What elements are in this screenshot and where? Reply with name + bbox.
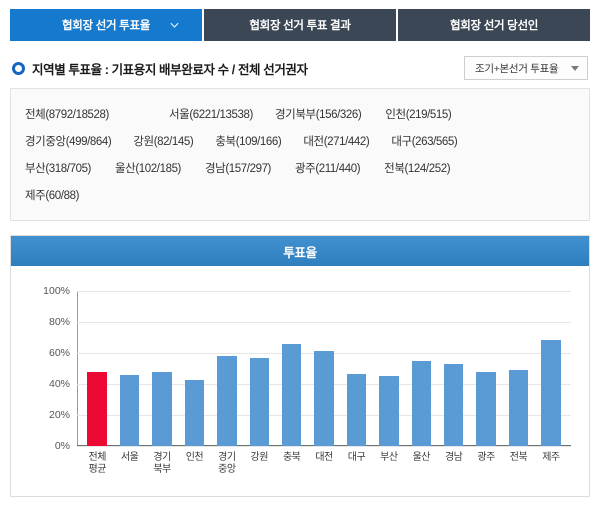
bar[interactable] (152, 371, 172, 446)
x-axis-label: 강원 (250, 452, 269, 463)
section-header: 지역별 투표율 : 기표용지 배부완료자 수 / 전체 선거권자 조기+본선거 … (0, 48, 600, 82)
bar-slot: 대구 (340, 291, 372, 463)
bar[interactable] (541, 340, 561, 446)
region-item-gyeonggi-central[interactable]: 경기중앙(499/864) (25, 135, 112, 148)
x-axis-label: 경기 북부 (153, 452, 171, 475)
x-axis-label: 충북 (282, 452, 301, 463)
tab-elected-label: 협회장 선거 당선인 (449, 20, 539, 32)
x-axis-label: 경기 중앙 (218, 452, 236, 475)
tab-vote-result-label: 협회장 선거 투표 결과 (249, 20, 351, 32)
bar-slot: 울산 (405, 291, 437, 463)
x-axis-label: 제주 (542, 452, 560, 463)
region-item-chungbuk[interactable]: 충북(109/166) (215, 135, 282, 148)
bar[interactable] (379, 376, 399, 446)
region-item-total[interactable]: 전체(8792/18528) (25, 108, 109, 121)
gridline (77, 322, 571, 323)
bar-slot: 인천 (178, 291, 210, 463)
bar-slot: 경남 (437, 291, 469, 463)
bar-slot: 경기 중앙 (211, 291, 243, 475)
bar[interactable] (443, 364, 464, 446)
y-axis-label: 0% (54, 440, 70, 452)
region-item-daegu[interactable]: 대구(263/565) (391, 135, 458, 148)
chart-plot-area: 100% 80% 60% 40% 20% 0% 전체 평균 서울 경기 북부 인천 경기 중앙 강원 충북 대… (43, 285, 571, 475)
region-row: 경기중앙(499/864) 강원(82/145) 충북(109/166) 대전(… (25, 127, 575, 154)
chart-body: 100% 80% 60% 40% 20% 0% 전체 평균 서울 경기 북부 인천 경기 중앙 강원 충북 대… (11, 266, 589, 497)
bar-slot: 강원 (243, 291, 275, 463)
region-item-gyeongnam[interactable]: 경남(157/297) (205, 162, 271, 175)
bar-slot: 경기 북부 (146, 291, 178, 475)
x-axis-label: 서울 (120, 452, 139, 463)
x-axis-label: 대전 (315, 452, 333, 463)
region-item-gyeonggi-north[interactable]: 경기북부(156/326) (274, 108, 362, 121)
region-item-gangwon[interactable]: 강원(82/145) (133, 135, 194, 148)
bar-slot: 광주 (470, 291, 502, 463)
region-row: 제주(60/88) (25, 181, 575, 208)
gridline (77, 446, 571, 447)
bar[interactable] (314, 351, 334, 446)
circle-ring-icon (12, 61, 25, 75)
region-item-busan[interactable]: 부산(318/705) (25, 162, 91, 175)
chevron-down-icon (170, 22, 179, 28)
tab-vote-result[interactable]: 협회장 선거 투표 결과 (204, 9, 396, 41)
bar-slot: 대전 (308, 291, 340, 463)
bar-slot: 제주 (535, 291, 567, 463)
turnout-chart-card: 투표율 100% 80% 60% 40% 20% 0% 전체 평균 서울 경기 북부 인천 경기 중앙 강… (10, 235, 590, 497)
region-item-jeju[interactable]: 제주(60/88) (25, 189, 79, 202)
bar-series: 전체 평균 서울 경기 북부 인천 경기 중앙 강원 충북 대전 대구 부산 울산 경남 광주 전북 제주 (77, 291, 571, 475)
y-axis-label: 80% (48, 316, 70, 328)
tab-bar: 협회장 선거 투표율 협회장 선거 투표 결과 협회장 선거 당선인 (0, 0, 600, 48)
turnout-type-select-value: 조기+본선거 투표율 (475, 62, 559, 75)
region-row: 전체(8792/18528) 서울(6221/13538) 경기북부(156/3… (25, 100, 575, 127)
turnout-type-select[interactable]: 조기+본선거 투표율 (464, 56, 588, 80)
region-list-panel: 전체(8792/18528) 서울(6221/13538) 경기북부(156/3… (10, 88, 590, 221)
x-axis-label: 울산 (412, 452, 431, 463)
bar-slot: 전체 평균 (81, 291, 113, 475)
bar[interactable] (411, 360, 431, 446)
y-axis (77, 291, 78, 446)
region-item-daejeon[interactable]: 대전(271/442) (303, 135, 370, 148)
gridline (77, 291, 571, 292)
region-row: 부산(318/705) 울산(102/185) 경남(157/297) 광주(2… (25, 154, 575, 181)
x-axis-label: 대구 (347, 452, 366, 463)
bar[interactable] (217, 356, 237, 446)
x-axis-label: 부산 (380, 452, 398, 463)
x-axis-label: 전체 평균 (88, 452, 107, 475)
y-axis-label: 100% (43, 285, 70, 297)
tab-turnout[interactable]: 협회장 선거 투표율 (10, 9, 202, 41)
region-item-incheon[interactable]: 인천(219/515) (385, 108, 452, 121)
y-axis-label: 40% (48, 378, 70, 390)
region-item-ulsan[interactable]: 울산(102/185) (115, 162, 181, 175)
region-item-seoul[interactable]: 서울(6221/13538) (168, 108, 253, 121)
region-item-jeonbuk[interactable]: 전북(124/252) (384, 162, 451, 175)
bar[interactable] (346, 373, 367, 446)
page-title: 지역별 투표율 : 기표용지 배부완료자 수 / 전체 선거권자 (32, 62, 308, 77)
bar[interactable] (119, 374, 140, 446)
bar[interactable] (476, 371, 496, 446)
x-axis-label: 광주 (477, 452, 495, 463)
x-axis-label: 경남 (444, 452, 463, 463)
y-axis-label: 60% (48, 347, 70, 359)
bar[interactable] (87, 372, 107, 446)
bar-slot: 전북 (502, 291, 534, 463)
caret-down-icon (571, 65, 579, 71)
x-axis-label: 전북 (509, 452, 528, 463)
bar-slot: 서울 (113, 291, 145, 463)
region-item-gwangju[interactable]: 광주(211/440) (295, 162, 361, 175)
tab-turnout-label: 협회장 선거 투표율 (61, 20, 151, 32)
y-axis-label: 20% (48, 409, 70, 421)
bar-slot: 충북 (275, 291, 307, 463)
bar-slot: 부산 (373, 291, 405, 463)
bar[interactable] (281, 344, 302, 446)
chart-title: 투표율 (11, 236, 589, 266)
bar[interactable] (508, 369, 529, 446)
x-axis-label: 인천 (185, 452, 204, 463)
bar[interactable] (184, 380, 205, 446)
bar[interactable] (249, 358, 269, 446)
tab-elected[interactable]: 협회장 선거 당선인 (398, 9, 590, 41)
